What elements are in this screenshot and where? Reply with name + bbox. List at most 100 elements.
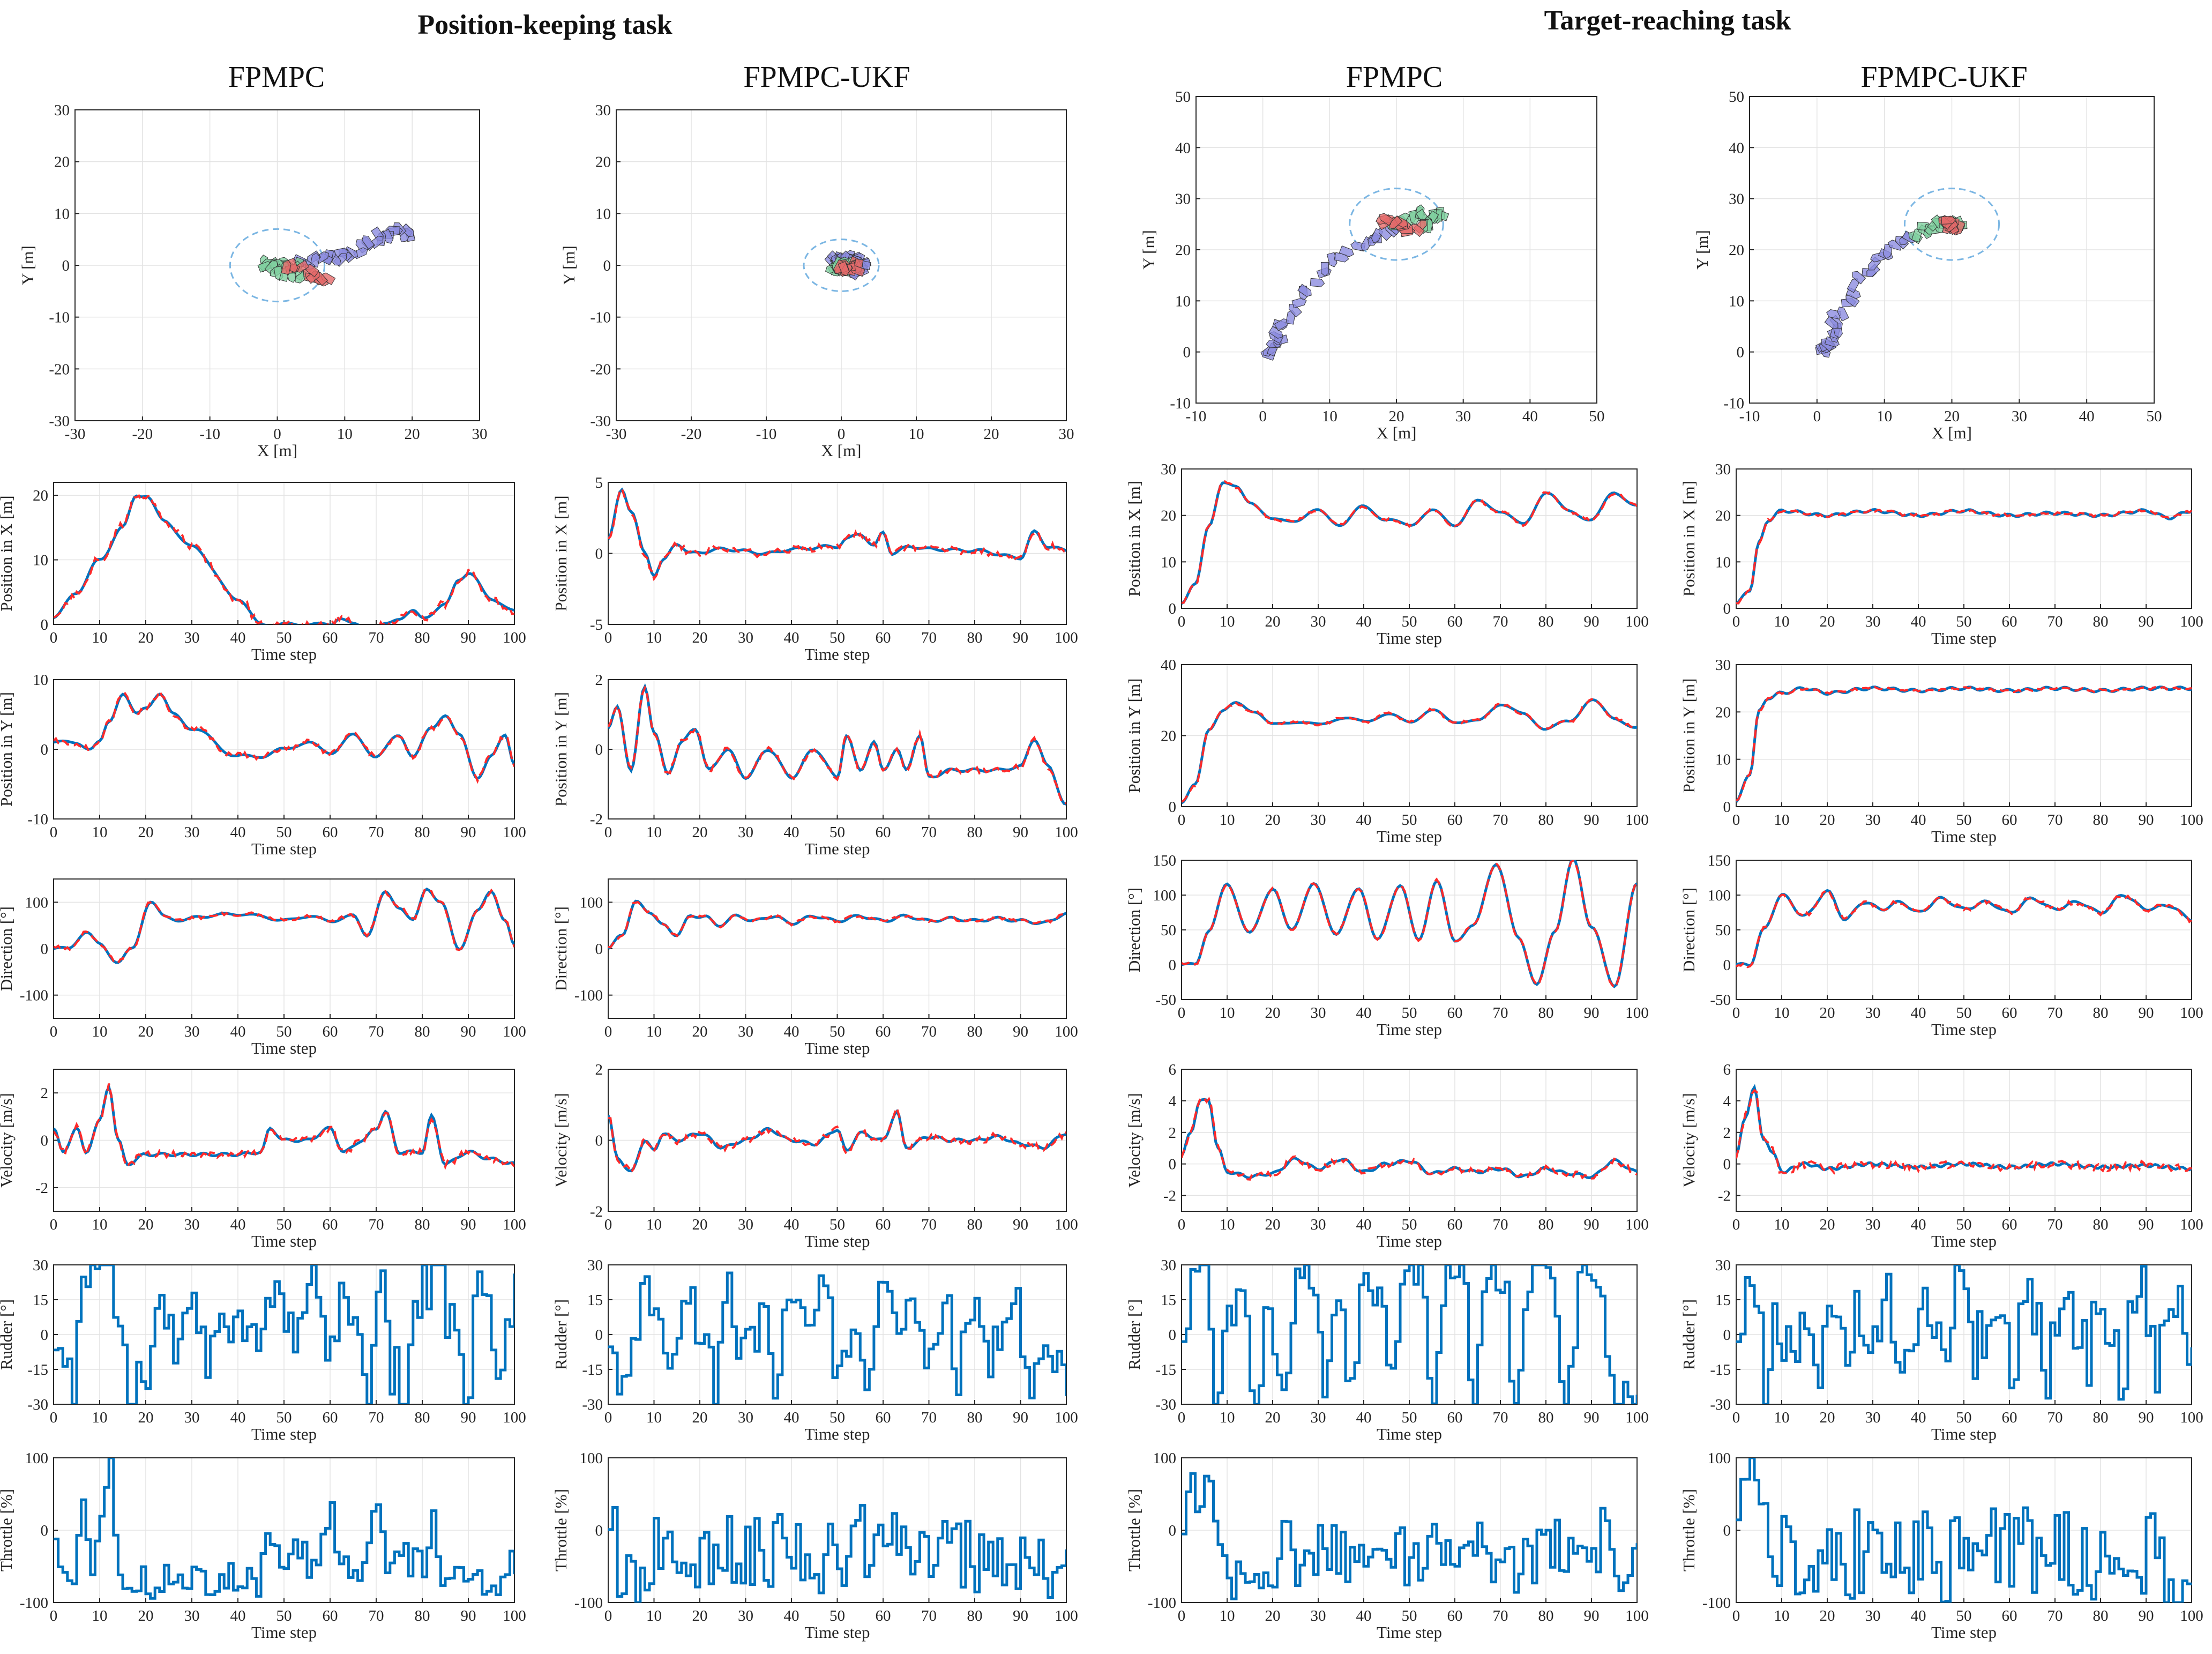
x-tick-label: 0: [1732, 613, 1740, 630]
y-axis-label: Velocity [m/s]: [0, 1093, 16, 1188]
x-tick-label: 80: [967, 824, 983, 841]
trajectory-layer: [803, 239, 880, 292]
axes-frame: [1736, 664, 2192, 807]
column-title-2: FPMPC-UKF: [743, 61, 910, 94]
x-tick-label: 20: [138, 824, 154, 841]
subplot-r0-c2: -10 0 10 20 30 40 50 -10 0 10 20 30 40 50 X [m] Y [m]: [1139, 88, 1605, 442]
x-tick-label: 60: [1447, 1409, 1463, 1426]
x-tick-label: 50: [276, 1409, 292, 1426]
x-tick-label: 40: [1356, 811, 1372, 829]
y-tick-label: -100: [574, 1595, 603, 1612]
reference-series: [608, 684, 1066, 804]
x-tick-label: 40: [784, 824, 799, 841]
y-tick-label: -100: [20, 987, 48, 1004]
x-tick-label: 30: [738, 824, 753, 841]
x-tick-label: 50: [1956, 811, 1972, 829]
y-tick-label: 2: [595, 672, 603, 689]
x-tick-label: 30: [1865, 1216, 1881, 1233]
y-tick-label: -10: [49, 309, 70, 326]
x-tick-label: 20: [138, 629, 154, 646]
y-tick-label: -15: [1710, 1361, 1731, 1379]
x-tick-label: 20: [138, 1023, 154, 1040]
x-tick-label: 90: [2139, 1607, 2154, 1625]
x-tick-label: 0: [1178, 811, 1186, 829]
axes-frame: [53, 1069, 515, 1212]
series-layer: [608, 683, 1066, 806]
x-tick-label: 10: [92, 824, 108, 841]
axes-frame: [1736, 468, 2192, 609]
x-tick-label: 10: [1220, 1216, 1235, 1233]
x-tick-label: 100: [2180, 1607, 2203, 1625]
x-tick-label: 10: [1220, 811, 1235, 829]
x-tick-label: 30: [1865, 1004, 1881, 1022]
y-tick-label: -30: [1155, 1396, 1176, 1413]
subplot-r5-c2: 0 10 20 30 40 50 60 70 80 90 100 -30 -15 0 15 30 Time st…: [1125, 1257, 1649, 1443]
vessel-marker: [1837, 306, 1849, 322]
x-tick-label: 70: [1493, 1409, 1508, 1426]
x-tick-label: 100: [2180, 1004, 2203, 1022]
x-tick-label: 0: [1732, 1216, 1740, 1233]
x-tick-label: 70: [369, 1023, 384, 1040]
target-circle: [229, 228, 326, 303]
vessel-marker: [1320, 262, 1329, 277]
y-tick-label: 0: [1723, 799, 1731, 816]
x-tick-label: 80: [2093, 1409, 2109, 1426]
x-tick-label: 100: [503, 1023, 526, 1040]
target-circle: [803, 239, 880, 292]
x-tick-label: 0: [604, 1023, 612, 1040]
x-tick-label: 80: [2093, 1216, 2109, 1233]
series-layer: [1182, 1097, 1637, 1181]
y-tick-label: -2: [1163, 1188, 1176, 1205]
y-tick-label: 100: [25, 1450, 49, 1467]
axes-frame: [1749, 96, 2155, 404]
x-tick-label: 100: [1055, 1409, 1078, 1426]
x-tick-label: 0: [1732, 811, 1740, 829]
reference-series: [1736, 686, 2192, 802]
x-tick-label: 10: [1774, 1216, 1790, 1233]
x-tick-label: 20: [692, 1216, 708, 1233]
y-tick-label: -20: [49, 361, 70, 378]
axes-frame: [1195, 96, 1597, 404]
x-tick-label: 100: [1625, 811, 1649, 829]
y-axis-label: Throttle [%]: [551, 1489, 570, 1571]
x-tick-label: 30: [1865, 1607, 1881, 1625]
x-tick-label: 80: [1538, 1409, 1554, 1426]
x-tick-label: 80: [2093, 811, 2109, 829]
y-axis-label: Rudder [°]: [551, 1299, 570, 1370]
x-tick-label: 0: [50, 1409, 58, 1426]
x-tick-label: 20: [1820, 1409, 1835, 1426]
x-axis-label: X [m]: [257, 441, 297, 460]
y-tick-label: 30: [54, 102, 70, 119]
x-tick-label: 20: [984, 426, 999, 443]
x-axis-label: X [m]: [821, 441, 862, 460]
x-axis-label: Time step: [1377, 1232, 1442, 1250]
x-tick-label: 100: [2180, 613, 2203, 630]
y-tick-label: 10: [33, 552, 48, 569]
axes-frame: [53, 679, 515, 819]
subplot-r1-c2: 0 10 20 30 40 50 60 70 80 90 100 0 10 20 30 Time step Po…: [1125, 461, 1649, 647]
x-tick-label: 60: [2002, 1004, 2017, 1022]
y-tick-label: 0: [1723, 957, 1731, 974]
axes-frame: [1181, 1457, 1638, 1603]
y-tick-label: 0: [41, 1327, 49, 1344]
x-axis-label: Time step: [1931, 1232, 1997, 1250]
y-tick-label: -30: [590, 413, 611, 430]
x-tick-label: 0: [604, 629, 612, 646]
y-tick-label: -10: [1723, 395, 1744, 412]
x-tick-label: -10: [756, 426, 777, 443]
y-tick-label: 0: [41, 741, 49, 758]
subplot-r5-c1: 0 10 20 30 40 50 60 70 80 90 100 -30 -15 0 15 30 Time st…: [551, 1257, 1078, 1443]
x-tick-label: 30: [184, 824, 200, 841]
reference-series: [1182, 480, 1637, 605]
y-tick-label: 40: [1175, 139, 1191, 157]
x-axis-label: Time step: [1377, 629, 1442, 647]
x-tick-label: 90: [461, 1409, 476, 1426]
x-tick-label: 10: [1220, 1607, 1235, 1625]
x-tick-label: 90: [1013, 1216, 1028, 1233]
y-tick-label: 10: [1729, 293, 1744, 310]
x-tick-label: 40: [230, 1023, 246, 1040]
x-tick-label: 30: [184, 1216, 200, 1233]
x-tick-label: 20: [1265, 1216, 1281, 1233]
y-tick-label: 100: [1153, 887, 1177, 904]
